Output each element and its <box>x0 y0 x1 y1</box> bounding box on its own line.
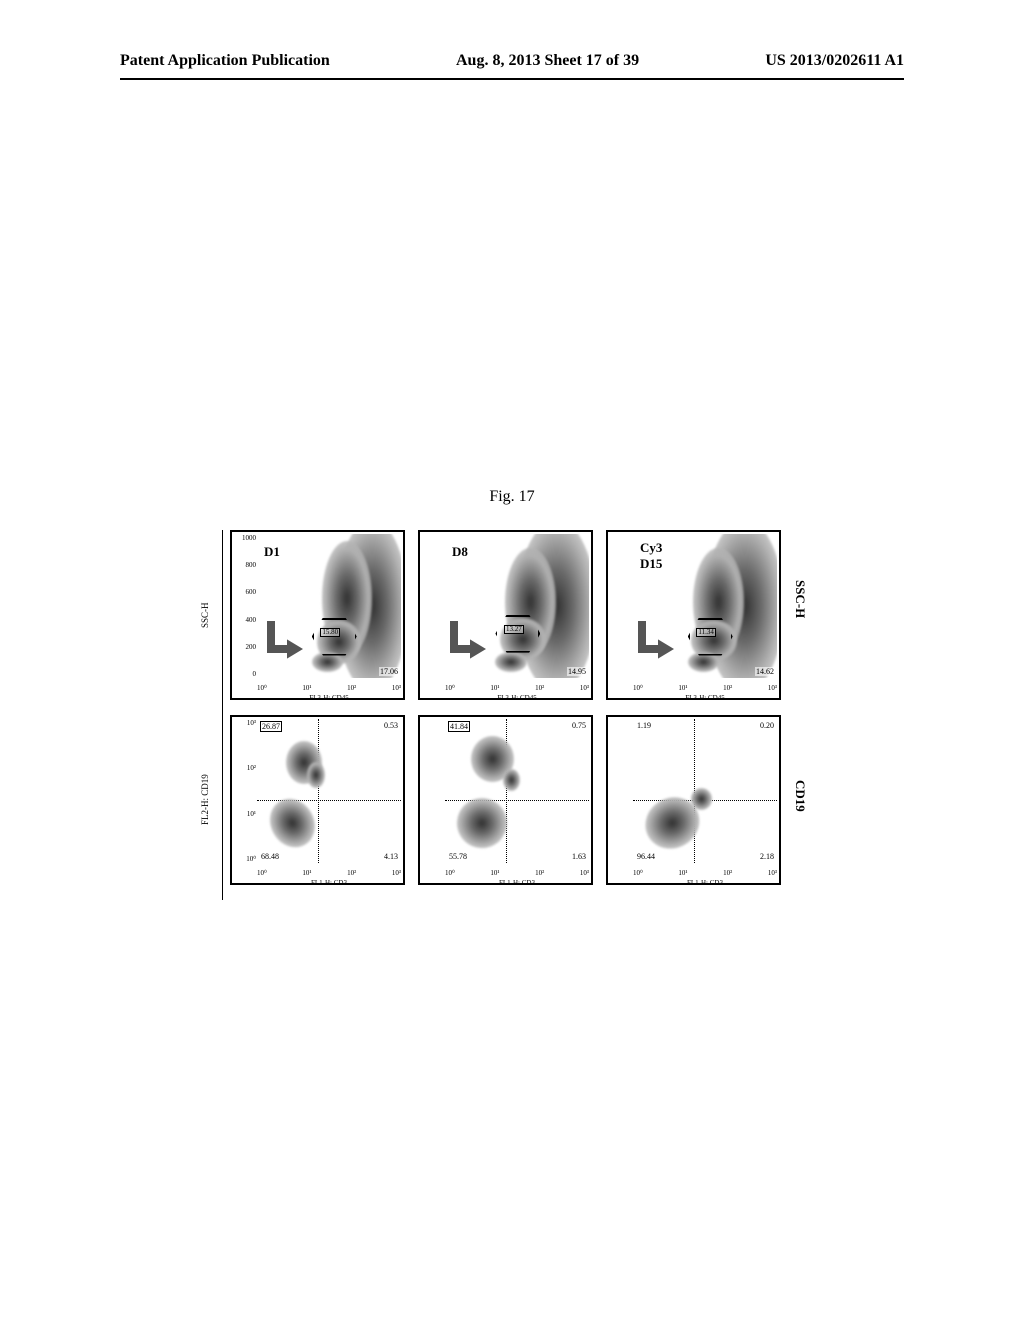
y-axis-label-top: SSC-H <box>200 530 220 700</box>
y-ticks: 1000 800 600 400 200 0 <box>234 534 256 678</box>
x-axis-label: FL3-H: CD45 <box>633 694 777 702</box>
x-axis-label: FL3-H: CD45 <box>445 694 589 702</box>
q2-label: 0.75 <box>571 721 587 730</box>
right-label-cd19: CD19 <box>792 780 808 812</box>
scatter-area <box>633 719 777 863</box>
q4-label: 2.18 <box>759 852 775 861</box>
y-ticks: 10³ 10² 10¹ 10⁰ <box>234 719 256 863</box>
x-axis-label: FL3-H: CD45 <box>257 694 401 702</box>
figure-left-border <box>222 530 223 900</box>
quadrant-panel-2: 41.84 0.75 55.78 1.63 10⁰ 10¹ 10² 10³ FL… <box>418 715 593 885</box>
q3-label: 96.44 <box>636 852 656 861</box>
q2-label: 0.20 <box>759 721 775 730</box>
x-axis-label: FL1-H: CD3 <box>257 879 401 887</box>
header-divider <box>120 78 904 80</box>
x-ticks: 10⁰ 10¹ 10² 10³ <box>445 869 589 877</box>
corner-value: 14.62 <box>755 667 775 676</box>
x-axis-label: FL1-H: CD3 <box>445 879 589 887</box>
scatter-panel-d8: 13.27 14.95 D8 10⁰ 10¹ 10² 10³ FL3-H: CD… <box>418 530 593 700</box>
figure-title: Fig. 17 <box>0 488 1024 506</box>
q3-label: 55.78 <box>448 852 468 861</box>
scatter-area <box>257 719 401 863</box>
panel-label-d15: D15 <box>640 556 662 572</box>
header-right: US 2013/0202611 A1 <box>765 52 904 70</box>
q1-label: 1.19 <box>636 721 652 730</box>
scatter-area <box>445 719 589 863</box>
x-ticks: 10⁰ 10¹ 10² 10³ <box>257 869 401 877</box>
panel-grid: 1000 800 600 400 200 0 15.80 17.06 D1 <box>230 530 790 890</box>
x-ticks: 10⁰ 10¹ 10² 10³ <box>633 684 777 692</box>
header-center: Aug. 8, 2013 Sheet 17 of 39 <box>456 52 639 70</box>
scatter-panel-d1: 1000 800 600 400 200 0 15.80 17.06 D1 <box>230 530 405 700</box>
q3-label: 68.48 <box>260 852 280 861</box>
gate-value: 11.34 <box>696 628 716 637</box>
gate-arrow-icon <box>450 617 500 667</box>
gate-value: 13.27 <box>504 625 524 634</box>
figure-container: SSC-H FL2-H: CD19 1000 800 600 400 200 0… <box>200 530 830 900</box>
y-axis-label-bottom: FL2-H: CD19 <box>200 715 220 885</box>
gate-arrow-icon <box>638 617 688 667</box>
q2-label: 0.53 <box>383 721 399 730</box>
right-label-ssc: SSC-H <box>792 580 808 618</box>
x-ticks: 10⁰ 10¹ 10² 10³ <box>633 869 777 877</box>
gate-value: 15.80 <box>320 628 340 637</box>
x-ticks: 10⁰ 10¹ 10² 10³ <box>445 684 589 692</box>
panel-label-d1: D1 <box>264 544 280 560</box>
header-left: Patent Application Publication <box>120 52 330 70</box>
x-ticks: 10⁰ 10¹ 10² 10³ <box>257 684 401 692</box>
q4-label: 1.63 <box>571 852 587 861</box>
q1-label: 26.87 <box>260 721 282 732</box>
panel-label-cy3: Cy3 <box>640 540 662 556</box>
q4-label: 4.13 <box>383 852 399 861</box>
quadrant-panel-3: 1.19 0.20 96.44 2.18 10⁰ 10¹ 10² 10³ FL1… <box>606 715 781 885</box>
x-axis-label: FL1-H: CD3 <box>633 879 777 887</box>
corner-value: 14.95 <box>567 667 587 676</box>
scatter-panel-cy3: 11.34 14.62 Cy3 D15 10⁰ 10¹ 10² 10³ FL3-… <box>606 530 781 700</box>
q1-label: 41.84 <box>448 721 470 732</box>
quadrant-panel-1: 10³ 10² 10¹ 10⁰ 26.87 0.53 68.48 4.13 10… <box>230 715 405 885</box>
panel-label-d8: D8 <box>452 544 468 560</box>
corner-value: 17.06 <box>379 667 399 676</box>
gate-arrow-icon <box>267 617 317 667</box>
